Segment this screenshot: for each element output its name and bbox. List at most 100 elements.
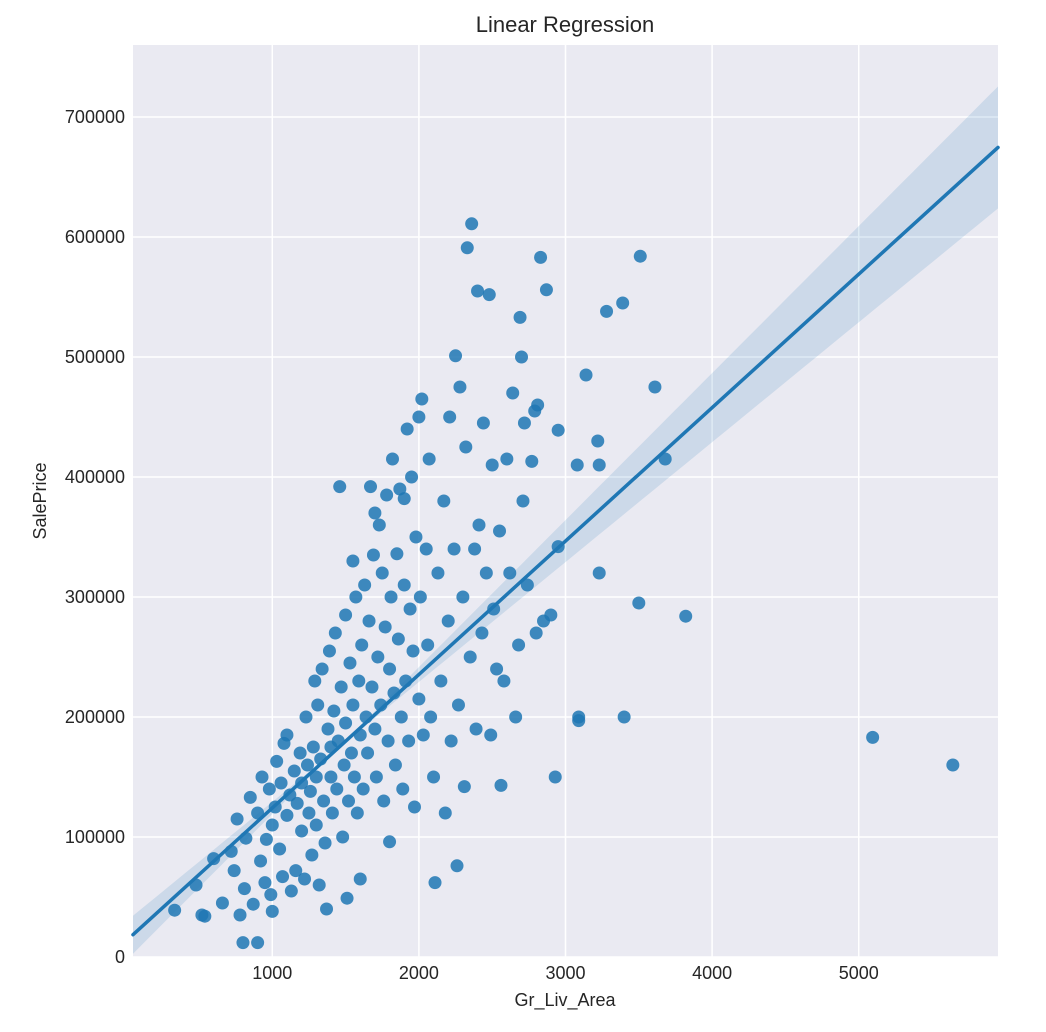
data-point [500,452,514,466]
data-point [459,440,473,454]
data-point [364,480,378,494]
data-point [333,480,347,494]
data-point [548,770,562,784]
data-point [303,784,317,798]
data-point [339,608,353,622]
data-point [407,800,421,814]
data-point [444,734,458,748]
data-point [600,304,614,318]
data-point [305,848,319,862]
data-point [512,638,526,652]
data-point [453,380,467,394]
data-point [356,782,370,796]
x-tick-label: 1000 [252,963,292,983]
data-point [525,454,539,468]
data-point [262,782,276,796]
data-point [579,368,593,382]
data-point [295,824,309,838]
data-point [366,548,380,562]
data-point [290,796,304,810]
data-point [312,878,326,892]
data-point [298,872,312,886]
data-point [679,609,693,623]
data-point [309,770,323,784]
data-point [431,566,445,580]
data-point [236,936,250,950]
data-point [497,674,511,688]
data-point [300,758,314,772]
data-point [534,250,548,264]
data-point [339,716,353,730]
data-point [381,734,395,748]
data-point [368,722,382,736]
data-point [397,578,411,592]
data-point [539,283,553,297]
data-point [513,310,527,324]
data-point [383,835,397,849]
data-point [293,746,307,760]
data-point [337,758,351,772]
data-point [441,614,455,628]
y-tick-label: 300000 [65,587,125,607]
data-point [324,770,338,784]
y-tick-label: 600000 [65,227,125,247]
data-point [306,740,320,754]
data-point [283,788,297,802]
data-point [457,780,471,794]
data-point [409,530,423,544]
y-tick-label: 0 [115,947,125,967]
data-point [551,423,565,437]
data-point [482,288,496,302]
data-point [403,602,417,616]
data-point [254,854,268,868]
data-point [255,770,269,784]
data-point [361,746,375,760]
data-point [592,566,606,580]
data-point [369,770,383,784]
data-point [198,909,212,923]
data-point [469,722,483,736]
data-point [280,808,294,822]
data-point [371,650,385,664]
data-point [362,614,376,628]
data-point [378,620,392,634]
data-point [438,806,452,820]
data-point [424,710,438,724]
regression-line [131,145,1000,937]
data-point [400,422,414,436]
data-point [302,806,316,820]
data-point [346,698,360,712]
data-point [443,410,457,424]
y-tick-label: 400000 [65,467,125,487]
data-point [617,710,631,724]
x-axis-label: Gr_Liv_Area [514,990,616,1011]
regression-line-layer [131,145,1000,937]
data-point [434,674,448,688]
data-point [412,692,426,706]
data-point [946,758,960,772]
data-point [237,882,251,896]
data-point [340,891,354,905]
data-point [380,488,394,502]
data-point [447,542,461,556]
data-point [346,554,360,568]
data-point [289,864,303,878]
y-tick-label: 700000 [65,107,125,127]
data-point [616,296,630,310]
data-point [503,566,517,580]
data-point [372,518,386,532]
data-point [388,758,402,772]
data-point [318,836,332,850]
data-point [230,812,244,826]
data-point [450,859,464,873]
data-point [475,626,489,640]
data-point [465,217,479,231]
data-point [516,494,530,508]
data-point [344,746,358,760]
data-point [284,884,298,898]
data-point [412,410,426,424]
data-point [328,626,342,640]
data-point [280,728,294,742]
y-tick-label: 200000 [65,707,125,727]
